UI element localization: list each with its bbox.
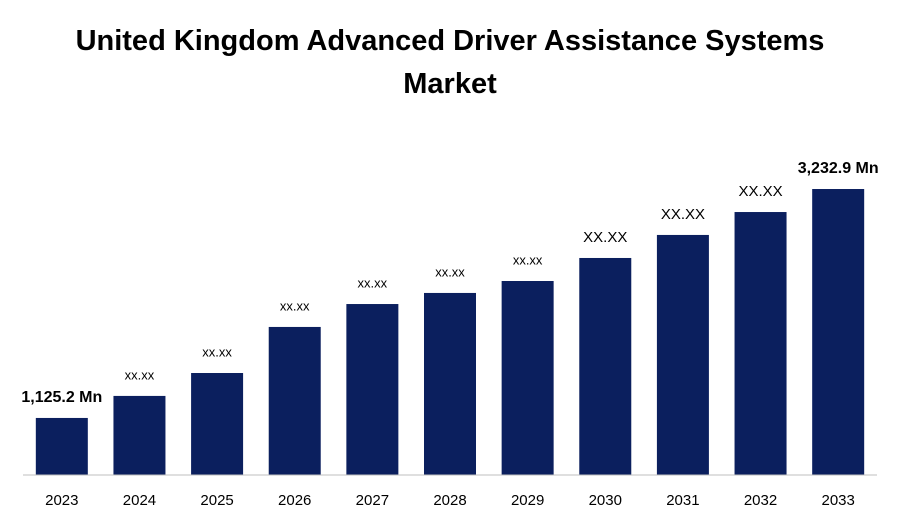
value-label: 1,125.2 Mn [21,389,102,406]
x-tick-label: 2032 [744,492,777,509]
value-label: xx.xx [358,275,388,290]
value-label: 3,232.9 Mn [798,160,879,177]
bar [424,292,476,475]
value-label: XX.XX [661,206,705,223]
value-label: XX.XX [738,183,782,200]
value-label: xx.xx [280,298,310,313]
bar [346,304,399,475]
chart-title: United Kingdom Advanced Driver Assistanc… [75,25,825,100]
x-tick-label: 2024 [123,492,156,509]
x-tick-label: 2030 [589,492,622,509]
bar [501,281,554,475]
bar [191,373,244,475]
bar [113,395,166,475]
x-tick-label: 2029 [511,492,544,509]
bar [35,417,88,475]
value-label: xx.xx [435,264,465,279]
value-label: xx.xx [513,252,543,267]
x-tick-label: 2027 [356,492,389,509]
bar [268,326,321,475]
x-tick-label: 2023 [45,492,78,509]
x-tick-label: 2025 [200,492,233,509]
value-label: xx.xx [125,367,155,382]
value-label: xx.xx [202,344,232,359]
x-tick-label: 2028 [433,492,466,509]
bar [579,257,632,475]
bar [656,234,709,475]
bar [734,212,787,476]
value-label: XX.XX [583,229,627,246]
x-tick-label: 2026 [278,492,311,509]
x-tick-label: 2033 [821,492,854,509]
bar [812,189,865,476]
x-tick-label: 2031 [666,492,699,509]
